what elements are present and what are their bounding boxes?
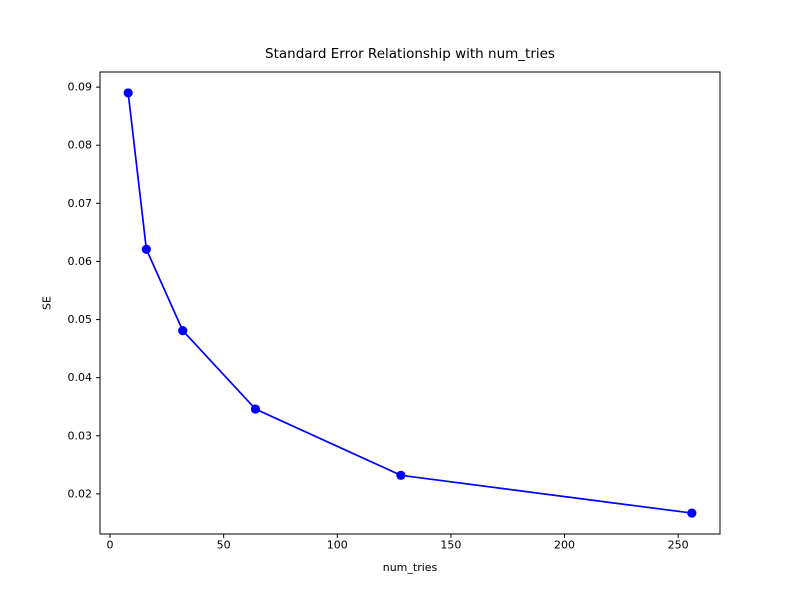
- data-point: [123, 88, 133, 98]
- x-axis-label: num_tries: [382, 561, 438, 574]
- y-tick-label: 0.04: [68, 371, 93, 384]
- y-tick-label: 0.08: [68, 139, 93, 152]
- x-tick-label: 50: [217, 539, 231, 552]
- x-tick-label: 100: [327, 539, 348, 552]
- data-point: [178, 326, 188, 336]
- data-point: [141, 244, 151, 254]
- data-line: [127, 92, 692, 514]
- y-tick-label: 0.02: [68, 487, 93, 500]
- data-point: [250, 404, 261, 414]
- data-point: [687, 508, 697, 518]
- x-tick-label: 250: [668, 539, 689, 552]
- y-tick-label: 0.06: [68, 255, 93, 268]
- x-tick-label: 200: [554, 539, 575, 552]
- y-tick-label: 0.07: [68, 197, 93, 210]
- x-tick-label: 0: [107, 539, 114, 552]
- y-tick-label: 0.09: [68, 81, 93, 94]
- y-tick-label: 0.05: [68, 313, 93, 326]
- axes-frame: [99, 71, 721, 535]
- chart-title: Standard Error Relationship with num_tri…: [265, 46, 555, 62]
- data-point: [396, 470, 406, 480]
- x-tick-label: 150: [440, 539, 461, 552]
- y-tick-label: 0.03: [68, 429, 93, 442]
